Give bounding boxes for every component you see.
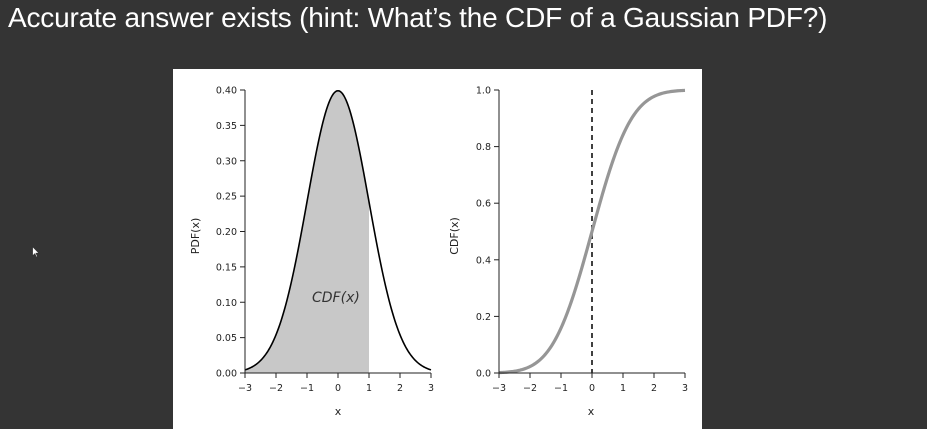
pdf-x-tick-label: 0 [335, 383, 341, 394]
cdf-x-tick-label: 1 [620, 383, 626, 394]
cdf-x-ticks: −3 −2 −1 0 1 2 3 [492, 373, 688, 394]
pdf-annotation: CDF(x) [312, 290, 360, 306]
pdf-y-tick-label: 0.10 [216, 298, 237, 309]
pdf-x-tick-label: 3 [428, 383, 434, 394]
pdf-y-tick-label: 0.25 [216, 192, 237, 203]
cdf-x-tick-label: −2 [523, 383, 537, 394]
cdf-x-tick-label: −1 [554, 383, 568, 394]
figure-panel: 0.00 0.05 0.10 0.15 0.20 0.25 0.30 0.35 0.40 −3−… [173, 69, 702, 429]
pdf-y-tick-label: 0.40 [216, 86, 237, 97]
pdf-x-tick-label: 1 [366, 383, 372, 394]
cdf-x-axis-label: x [588, 405, 595, 418]
cdf-chart: 0.0 0.2 0.4 0.6 0.8 1.0 −3 −2 −1 0 1 2 3 CDF(x) x [448, 86, 688, 419]
mouse-pointer-icon [32, 246, 40, 258]
pdf-y-tick-label: 0.20 [216, 227, 237, 238]
pdf-x-tick-label: −3 [238, 383, 252, 394]
pdf-chart: 0.000.050.100.150.200.250.300.350.40 −3−… [189, 86, 434, 419]
pdf-x-tick-label: 2 [397, 383, 403, 394]
pdf-y-tick-label: 0.30 [216, 156, 237, 167]
pdf-x-ticks: −3 −2 −1 0 1 2 3 [238, 373, 434, 394]
slide-title: Accurate answer exists (hint: What’s the… [8, 2, 828, 33]
cdf-y-ticks: 0.0 0.2 0.4 0.6 0.8 1.0 [476, 86, 499, 380]
pdf-curve [244, 89, 432, 371]
cdf-x-tick-label: 2 [651, 383, 657, 394]
pdf-y-tick-label: 0.00 [216, 369, 237, 380]
cdf-x-tick-label: 0 [589, 383, 595, 394]
pdf-x-tick-label: −1 [300, 383, 314, 394]
pdf-x-tick-label: −2 [269, 383, 283, 394]
pdf-shaded-area [245, 90, 369, 373]
pdf-y-axis-label: PDF(x) [189, 218, 202, 255]
pdf-y-tick-label: 0.15 [216, 262, 237, 273]
cdf-x-tick-label: 3 [682, 383, 688, 394]
pdf-y-tick-label: 0.35 [216, 121, 237, 132]
figure-svg: 0.000.050.100.150.200.250.300.350.40 −3−… [189, 86, 688, 419]
cdf-y-tick-label: 0.0 [476, 369, 491, 380]
cdf-y-tick-label: 0.8 [476, 142, 491, 153]
cdf-x-tick-label: −3 [492, 383, 506, 394]
pdf-y-ticks: 0.00 0.05 0.10 0.15 0.20 0.25 0.30 0.35 0.40 [216, 86, 245, 380]
cdf-y-tick-label: 0.6 [476, 199, 491, 210]
cdf-y-axis-label: CDF(x) [448, 217, 461, 255]
cdf-curve [498, 88, 686, 375]
cdf-y-tick-label: 1.0 [476, 86, 491, 97]
pdf-y-tick-label: 0.05 [216, 333, 237, 344]
pdf-x-axis-label: x [335, 405, 342, 418]
cdf-y-tick-label: 0.2 [476, 312, 491, 323]
cdf-y-tick-label: 0.4 [476, 255, 491, 266]
